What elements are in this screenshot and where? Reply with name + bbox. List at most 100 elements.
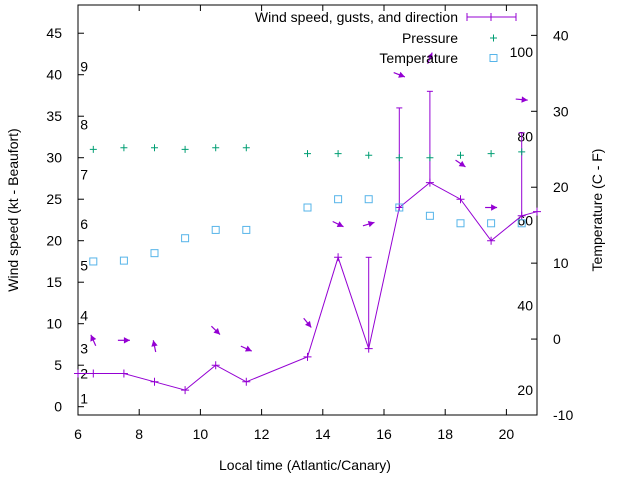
temperature-point	[334, 195, 343, 204]
beaufort-label: 9	[80, 58, 88, 74]
wind-speed-point	[211, 361, 220, 370]
wind-speed-point	[242, 377, 251, 386]
y-right-tick-label: 20	[553, 179, 569, 195]
beaufort-label: 6	[80, 216, 88, 232]
wind-direction-arrowhead	[305, 320, 312, 328]
x-tick-label: 20	[499, 426, 515, 442]
y-left-tick-label: 45	[46, 25, 62, 41]
beaufort-label: 4	[80, 307, 88, 323]
legend-sample-point	[487, 13, 495, 21]
pressure-series	[89, 144, 526, 162]
y-left-tick-label: 15	[46, 274, 62, 290]
pressure-point	[242, 144, 250, 152]
wind-speed-point	[533, 207, 541, 216]
temperature-point	[150, 249, 159, 258]
wind-speed-line	[78, 182, 538, 391]
y-left-tick-label: 10	[46, 316, 62, 332]
temperature-series	[89, 195, 526, 266]
legend-sample-point	[489, 54, 498, 62]
wind-direction-arrowhead	[426, 52, 433, 60]
pressure-point	[457, 151, 464, 159]
pressure-point	[181, 145, 189, 153]
pressure-point	[395, 154, 403, 162]
wind-speed-point	[456, 195, 465, 204]
x-tick-label: 12	[254, 426, 270, 442]
pressure-point	[120, 144, 128, 152]
x-tick-label: 6	[74, 426, 82, 442]
wind-direction-arrowhead	[458, 160, 466, 167]
y-left-tick-label: 30	[46, 150, 62, 166]
wind-speed-series	[74, 90, 541, 395]
x-tick-label: 18	[437, 426, 453, 442]
y-left-tick-label: 40	[46, 67, 62, 83]
wind-direction-arrowhead	[491, 204, 498, 211]
legend-label: Pressure	[402, 30, 458, 46]
wind-direction-arrowhead	[123, 337, 130, 344]
temperature-point	[89, 257, 98, 266]
wind-speed-point	[74, 369, 82, 378]
wind-speed-point	[150, 377, 159, 386]
fahrenheit-label: 40	[517, 298, 533, 314]
temperature-point	[364, 195, 373, 204]
temperature-point	[181, 234, 190, 243]
wind-direction-arrowhead	[244, 345, 252, 352]
pressure-point	[151, 144, 158, 152]
y-left-tick-label: 0	[54, 399, 62, 415]
legend: Wind speed, gusts, and direction Pressure…	[255, 9, 517, 66]
x-tick-label: 8	[135, 426, 143, 442]
y-axis-label-left: Wind speed (kt - Beaufort)	[5, 128, 21, 291]
wind-direction-arrowhead	[90, 334, 97, 342]
pressure-point	[89, 145, 97, 153]
wind-direction-arrowhead	[398, 71, 405, 78]
axis-ticks: 6 8 10 12 14 16 18 20051015202530354045-1001020…	[46, 5, 573, 442]
legend-sample-point	[490, 34, 497, 42]
temperature-point	[119, 256, 128, 265]
wind-direction-arrowhead	[367, 221, 375, 228]
wind-speed-point	[487, 236, 496, 245]
wind-speed-point	[119, 369, 128, 378]
temperature-point	[303, 203, 312, 212]
beaufort-label: 1	[80, 390, 88, 406]
y-right-tick-label: 0	[553, 331, 561, 347]
pressure-point	[426, 154, 434, 162]
pressure-point	[365, 151, 373, 159]
beaufort-label: 7	[80, 166, 88, 182]
temperature-point	[242, 225, 251, 234]
temperature-point	[487, 219, 496, 228]
temperature-point	[517, 219, 526, 228]
legend-label: Wind speed, gusts, and direction	[255, 9, 458, 25]
wind-speed-point	[303, 352, 312, 361]
y-left-tick-label: 25	[46, 191, 62, 207]
wind-direction-arrowhead	[151, 340, 158, 347]
y-left-tick-label: 20	[46, 233, 62, 249]
temperature-point	[211, 225, 220, 234]
wind-speed-point	[89, 369, 98, 378]
y-left-tick-label: 35	[46, 108, 62, 124]
wind-direction-arrowhead	[213, 328, 220, 335]
x-tick-label: 16	[376, 426, 392, 442]
wind-direction-arrowhead	[336, 221, 344, 227]
wind-speed-point	[181, 386, 190, 395]
pressure-point	[304, 150, 311, 158]
y-right-tick-label: 30	[553, 103, 569, 119]
y-right-tick-label: 40	[553, 27, 569, 43]
y-axis-label-right: Temperature (C - F)	[589, 149, 605, 272]
x-axis-label: Local time (Atlantic/Canary)	[219, 457, 391, 473]
y-right-tick-label: 10	[553, 255, 569, 271]
wind-speed-point	[334, 253, 343, 262]
temperature-point	[395, 203, 404, 212]
x-tick-label: 14	[315, 426, 331, 442]
pressure-point	[487, 150, 495, 158]
fahrenheit-label: 20	[517, 382, 533, 398]
temperature-point	[456, 219, 465, 228]
beaufort-label: 5	[80, 258, 88, 274]
fahrenheit-label: 80	[517, 128, 533, 144]
pressure-point	[334, 150, 342, 158]
beaufort-label: 8	[80, 117, 88, 133]
pressure-point	[212, 144, 220, 152]
wind-direction-arrowhead	[521, 96, 528, 103]
y-right-tick-label: -10	[553, 407, 573, 423]
y-left-tick-label: 5	[54, 357, 62, 373]
